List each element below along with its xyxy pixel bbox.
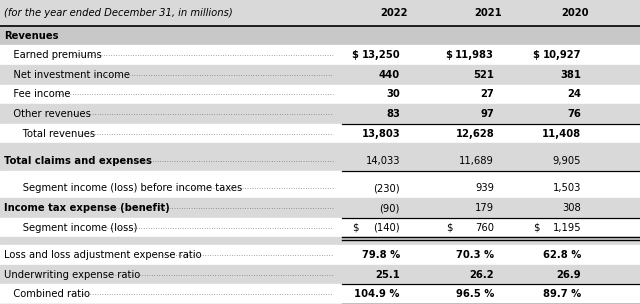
Text: (140): (140) xyxy=(373,223,400,233)
Text: 2021: 2021 xyxy=(474,8,502,18)
Text: 76: 76 xyxy=(567,109,581,119)
Bar xyxy=(0,0,640,26)
Text: 9,905: 9,905 xyxy=(552,156,581,166)
Text: 14,033: 14,033 xyxy=(365,156,400,166)
Bar xyxy=(0,124,640,143)
Text: 11,689: 11,689 xyxy=(460,156,494,166)
Text: Total claims and expenses: Total claims and expenses xyxy=(4,156,152,166)
Bar xyxy=(0,104,640,124)
Text: 521: 521 xyxy=(473,70,494,80)
Text: 89.7 %: 89.7 % xyxy=(543,289,581,299)
Text: Segment income (loss) before income taxes: Segment income (loss) before income taxe… xyxy=(4,183,242,193)
Bar xyxy=(0,179,640,198)
Text: Other revenues: Other revenues xyxy=(4,109,91,119)
Text: 25.1: 25.1 xyxy=(375,270,400,280)
Bar xyxy=(0,245,640,265)
Text: 11,983: 11,983 xyxy=(455,50,494,60)
Text: 1,195: 1,195 xyxy=(552,223,581,233)
Text: 440: 440 xyxy=(379,70,400,80)
Text: 381: 381 xyxy=(560,70,581,80)
Bar xyxy=(0,198,640,218)
Text: Segment income (loss): Segment income (loss) xyxy=(4,223,137,233)
Text: 1,503: 1,503 xyxy=(553,183,581,193)
Text: $: $ xyxy=(532,50,540,60)
Text: 26.9: 26.9 xyxy=(557,270,581,280)
Text: 62.8 %: 62.8 % xyxy=(543,250,581,260)
Text: 83: 83 xyxy=(386,109,400,119)
Text: 27: 27 xyxy=(481,89,494,99)
Bar xyxy=(0,285,640,304)
Text: Fee income: Fee income xyxy=(4,89,70,99)
Text: 179: 179 xyxy=(475,203,494,213)
Bar xyxy=(0,45,640,65)
Text: $: $ xyxy=(351,50,358,60)
Text: Income tax expense (benefit): Income tax expense (benefit) xyxy=(4,203,170,213)
Text: 70.3 %: 70.3 % xyxy=(456,250,494,260)
Bar xyxy=(0,265,640,285)
Text: 79.8 %: 79.8 % xyxy=(362,250,400,260)
Bar xyxy=(0,143,640,151)
Text: 24: 24 xyxy=(567,89,581,99)
Text: 13,250: 13,250 xyxy=(362,50,400,60)
Text: Revenues: Revenues xyxy=(4,31,58,41)
Text: 104.9 %: 104.9 % xyxy=(355,289,400,299)
Text: $: $ xyxy=(352,223,358,233)
Text: Underwriting expense ratio: Underwriting expense ratio xyxy=(4,270,140,280)
Text: (230): (230) xyxy=(373,183,400,193)
Text: $: $ xyxy=(533,223,540,233)
Text: $: $ xyxy=(445,50,452,60)
Text: 2022: 2022 xyxy=(380,8,407,18)
Bar xyxy=(0,171,640,179)
Text: Earned premiums: Earned premiums xyxy=(4,50,102,60)
Text: (90): (90) xyxy=(380,203,400,213)
Text: (for the year ended December 31, in millions): (for the year ended December 31, in mill… xyxy=(4,8,232,18)
Text: Total revenues: Total revenues xyxy=(4,129,95,139)
Text: 30: 30 xyxy=(387,89,400,99)
Text: 760: 760 xyxy=(475,223,494,233)
Bar xyxy=(0,26,640,45)
Text: Combined ratio: Combined ratio xyxy=(4,289,90,299)
Text: 2020: 2020 xyxy=(561,8,588,18)
Text: Loss and loss adjustment expense ratio: Loss and loss adjustment expense ratio xyxy=(4,250,202,260)
Text: 939: 939 xyxy=(475,183,494,193)
Bar xyxy=(0,65,640,85)
Text: 10,927: 10,927 xyxy=(543,50,581,60)
Bar xyxy=(0,218,640,237)
Bar xyxy=(0,237,640,245)
Text: 13,803: 13,803 xyxy=(362,129,400,139)
Text: Net investment income: Net investment income xyxy=(4,70,130,80)
Text: $: $ xyxy=(446,223,452,233)
Text: 11,408: 11,408 xyxy=(542,129,581,139)
Text: 96.5 %: 96.5 % xyxy=(456,289,494,299)
Bar xyxy=(0,151,640,171)
Text: 12,628: 12,628 xyxy=(455,129,494,139)
Text: 308: 308 xyxy=(563,203,581,213)
Text: 26.2: 26.2 xyxy=(470,270,494,280)
Text: 97: 97 xyxy=(481,109,494,119)
Bar xyxy=(0,85,640,104)
